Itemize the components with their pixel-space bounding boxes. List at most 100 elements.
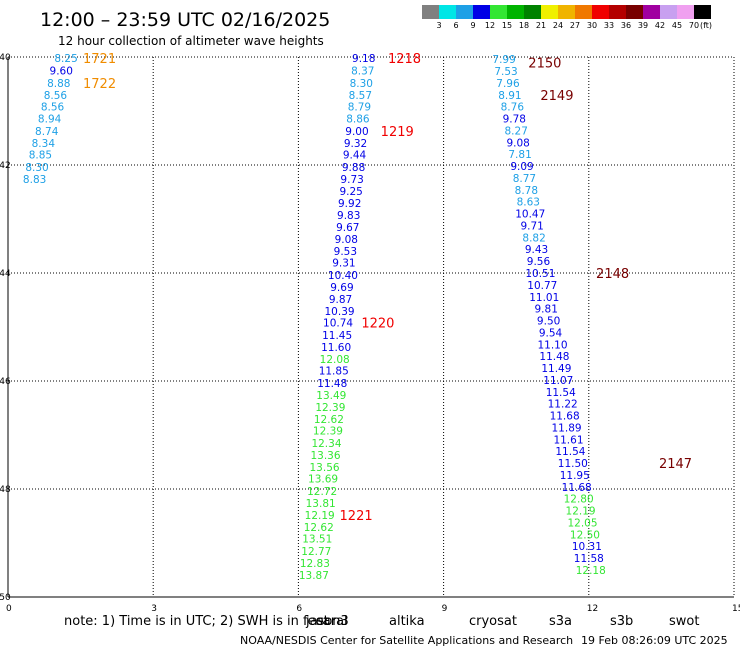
mission-label: jason3 bbox=[305, 614, 349, 629]
data-point-label: 12.18 bbox=[576, 565, 606, 577]
x-tick-label: 15 bbox=[732, 604, 740, 614]
data-point-label: 11.10 bbox=[537, 339, 567, 351]
legend-tick-label: 6 bbox=[453, 21, 458, 30]
data-point-label: 8.34 bbox=[32, 138, 56, 150]
data-point-label: 11.54 bbox=[555, 446, 585, 458]
data-point-label: 9.43 bbox=[525, 244, 548, 256]
pass-labels: 1721 1722 1218 1219 1220 1221 2150 2149 2148 2147 bbox=[83, 52, 692, 524]
data-point-label: 13.81 bbox=[306, 498, 336, 510]
data-point-label: 11.48 bbox=[317, 378, 347, 390]
data-point-label: 8.77 bbox=[513, 173, 536, 185]
legend-swatch bbox=[422, 5, 439, 19]
legend-swatch bbox=[609, 5, 626, 19]
data-point-label: 13.49 bbox=[316, 390, 346, 402]
data-point-label: 12.80 bbox=[564, 494, 594, 506]
data-point-label: 11.07 bbox=[543, 375, 573, 387]
mission-label: altika bbox=[389, 614, 425, 629]
data-point-label: 13.87 bbox=[299, 570, 329, 582]
x-tick-label: 9 bbox=[442, 604, 448, 614]
data-point-label: 11.54 bbox=[546, 387, 576, 399]
data-point-label: 10.39 bbox=[325, 306, 355, 318]
legend-tick-label: 30 bbox=[587, 21, 597, 30]
data-point-label: 10.74 bbox=[323, 318, 353, 330]
data-point-label: 9.44 bbox=[343, 150, 367, 162]
data-point-label: 9.60 bbox=[50, 66, 73, 78]
data-point-label: 9.08 bbox=[335, 234, 358, 246]
legend-swatch bbox=[592, 5, 609, 19]
data-point-label: 7.81 bbox=[508, 149, 531, 161]
data-point-label: 9.18 bbox=[352, 53, 375, 65]
legend-swatch bbox=[694, 5, 711, 19]
data-point-label: 11.45 bbox=[322, 330, 352, 342]
data-point-label: 7.96 bbox=[496, 78, 520, 90]
data-point-label: 9.92 bbox=[338, 198, 361, 210]
mission-label: saral bbox=[316, 614, 348, 629]
data-point-label: 8.63 bbox=[517, 197, 540, 209]
data-point-label: 11.01 bbox=[529, 292, 559, 304]
data-point-label: 8.74 bbox=[35, 126, 59, 138]
legend-swatch bbox=[456, 5, 473, 19]
pass-number-label: 1219 bbox=[381, 125, 414, 140]
legend-swatch bbox=[524, 5, 541, 19]
chart-title: 12:00 – 23:59 UTC 02/16/2025 bbox=[40, 9, 330, 31]
data-point-label: 12.39 bbox=[315, 402, 345, 414]
data-point-label: 9.87 bbox=[329, 294, 352, 306]
legend-swatch bbox=[677, 5, 694, 19]
data-point-label: 11.85 bbox=[319, 366, 349, 378]
data-point-label: 8.86 bbox=[346, 114, 370, 126]
legend-swatch bbox=[541, 5, 558, 19]
data-point-label: 12.39 bbox=[313, 426, 343, 438]
legend-tick-label: 21 bbox=[536, 21, 546, 30]
y-tick-label: -42 bbox=[0, 161, 11, 171]
pass-number-label: 1221 bbox=[340, 509, 373, 524]
data-point-label: 8.91 bbox=[498, 90, 521, 102]
data-point-label: 10.40 bbox=[328, 270, 358, 282]
legend-tick-label: 9 bbox=[470, 21, 475, 30]
data-point-label: 11.60 bbox=[321, 342, 351, 354]
legend-tick-label: 42 bbox=[655, 21, 665, 30]
data-point-label: 12.05 bbox=[567, 517, 597, 529]
legend-tick-label: 15 bbox=[502, 21, 512, 30]
pass-number-label: 2149 bbox=[540, 89, 573, 104]
grid bbox=[8, 56, 735, 597]
data-point-label: 12.62 bbox=[304, 522, 334, 534]
data-point-label: 11.68 bbox=[550, 411, 580, 423]
pass-number-label: 2147 bbox=[659, 457, 692, 472]
legend-swatch bbox=[439, 5, 456, 19]
data-point-label: 12.62 bbox=[314, 414, 344, 426]
data-point-label: 11.48 bbox=[539, 351, 569, 363]
data-point-label: 9.50 bbox=[537, 316, 560, 328]
data-point-label: 11.49 bbox=[541, 363, 571, 375]
legend-tick-label: 24 bbox=[553, 21, 563, 30]
pass-number-label: 1722 bbox=[83, 77, 116, 92]
legend-tick-label: 70 bbox=[689, 21, 699, 30]
data-point-label: 9.88 bbox=[342, 162, 365, 174]
chart-subtitle: 12 hour collection of altimeter wave hei… bbox=[58, 34, 324, 48]
data-point-label: 12.34 bbox=[311, 438, 341, 450]
data-point-label: 9.71 bbox=[520, 220, 543, 232]
note-text: note: 1) Time is in UTC; 2) SWH is in fe… bbox=[64, 614, 329, 629]
data-point-label: 9.25 bbox=[339, 186, 362, 198]
legend-swatch bbox=[490, 5, 507, 19]
legend-swatch bbox=[575, 5, 592, 19]
plot-area bbox=[7, 57, 734, 598]
data-point-label: 7.53 bbox=[494, 66, 517, 78]
mission-label: cryosat bbox=[469, 614, 517, 629]
data-point-label: 11.95 bbox=[560, 470, 590, 482]
data-point-label: 9.83 bbox=[337, 210, 360, 222]
axis-ticks: 0 3 6 9 12 15 -40 -42 -44 -46 -48 -50 bbox=[0, 53, 740, 614]
color-legend: 3 6 9 12 15 18 21 24 27 30 33 36 39 42 45 70 (ft) bbox=[422, 5, 712, 30]
data-point-label: 12.83 bbox=[300, 558, 330, 570]
legend-swatch bbox=[558, 5, 575, 19]
data-point-label: 10.51 bbox=[525, 268, 555, 280]
y-tick-label: -50 bbox=[0, 593, 11, 603]
data-points: 8.259.608.888.568.568.948.748.348.858.30… bbox=[23, 53, 606, 582]
data-point-label: 8.30 bbox=[350, 78, 373, 90]
legend-tick-label: 39 bbox=[638, 21, 648, 30]
x-tick-label: 3 bbox=[151, 604, 157, 614]
pass-number-label: 2148 bbox=[596, 267, 629, 282]
data-point-label: 9.00 bbox=[345, 126, 368, 138]
data-point-label: 8.88 bbox=[47, 78, 70, 90]
